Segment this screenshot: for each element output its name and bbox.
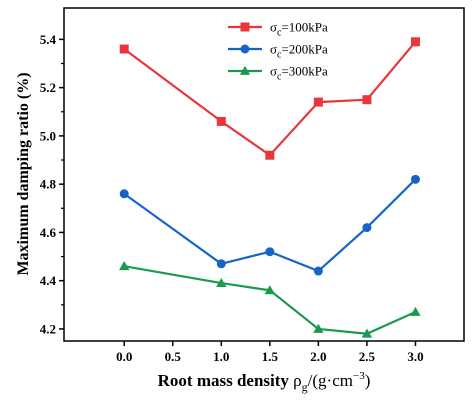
legend-label: σc=100kPa — [270, 20, 328, 39]
x-tick-label: 2.0 — [310, 349, 326, 364]
x-tick-label: 1.5 — [262, 349, 279, 364]
x-tick-label: 2.5 — [359, 349, 376, 364]
y-tick-label: 4.2 — [40, 321, 56, 336]
data-point — [239, 65, 251, 75]
data-point — [119, 261, 130, 271]
data-point — [313, 97, 323, 107]
series-line — [123, 178, 417, 273]
series-1 — [119, 37, 420, 160]
legend: σc=100kPa σc=200kPa σc=300kPa — [228, 20, 328, 83]
x-axis-title: Root mass density ρg/(g·cm−3) — [158, 370, 371, 394]
y-tick-label: 4.6 — [40, 225, 57, 240]
y-tick-label: 5.4 — [40, 32, 57, 47]
x-tick-label: 3.0 — [407, 349, 423, 364]
data-point — [119, 44, 129, 54]
data-point — [410, 306, 421, 316]
data-point — [240, 22, 250, 32]
data-point — [216, 277, 227, 287]
data-point — [265, 150, 275, 160]
x-tick-label: 0.0 — [116, 349, 132, 364]
data-point — [362, 95, 372, 105]
legend-entry: σc=100kPa — [228, 20, 328, 39]
y-axis-title: Maximum damping ratio (%) — [15, 72, 32, 275]
series-3 — [119, 261, 421, 338]
x-axis-title-sup: −3 — [353, 370, 365, 382]
data-point — [313, 323, 324, 333]
data-point — [119, 189, 129, 199]
data-point — [216, 259, 226, 269]
x-axis-title-rho: ρ — [293, 371, 301, 390]
data-point — [313, 266, 323, 276]
series-line — [124, 265, 416, 335]
axis-ticks: 0.0 0.5 1.0 1.5 2.0 2.5 3.0 4.2 4.4 4.6 4.8 5.0 5.2 5… — [40, 32, 424, 364]
y-tick-label: 5.0 — [40, 128, 56, 143]
data-point — [362, 223, 372, 233]
series-2 — [119, 174, 420, 276]
data-point — [410, 37, 420, 47]
x-axis-title-close: ) — [365, 371, 371, 390]
legend-label: σc=300kPa — [270, 64, 328, 83]
series-layer — [119, 37, 421, 338]
y-tick-label: 4.4 — [40, 273, 57, 288]
data-point — [216, 116, 226, 126]
x-tick-label: 1.0 — [213, 349, 229, 364]
data-point — [240, 44, 250, 54]
legend-entry: σc=200kPa — [228, 42, 328, 61]
series-line — [123, 41, 417, 157]
x-axis-title-main: Root mass density — [158, 371, 294, 390]
data-point — [410, 174, 420, 184]
y-tick-label: 4.8 — [40, 177, 57, 192]
x-tick-label: 0.5 — [165, 349, 182, 364]
data-point — [264, 285, 276, 295]
legend-entry: σc=300kPa — [228, 64, 328, 83]
plot-frame — [63, 7, 465, 342]
y-tick-label: 5.2 — [40, 80, 56, 95]
data-point — [361, 328, 373, 338]
legend-label: σc=200kPa — [270, 42, 328, 61]
x-axis-title-unit: /(g·cm — [308, 371, 353, 390]
data-point — [265, 247, 275, 257]
x-axis-title-sub: g — [302, 380, 308, 394]
